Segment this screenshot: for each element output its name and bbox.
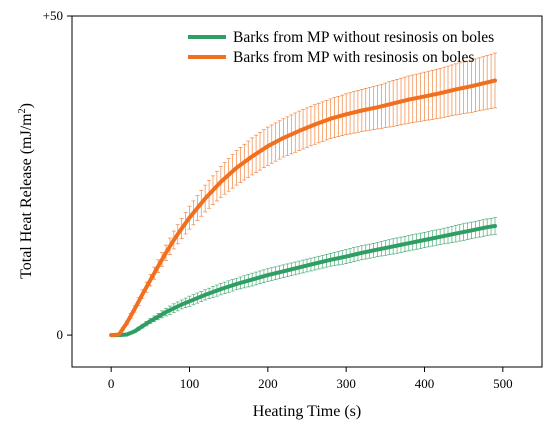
x-tick-label: 300	[336, 376, 356, 391]
legend-label-without-resinosis: Barks from MP without resinosis on boles	[233, 29, 494, 46]
x-tick-label: 100	[180, 376, 200, 391]
y-tick-label: +50	[43, 8, 63, 23]
x-tick-label: 200	[258, 376, 278, 391]
series-1	[109, 52, 497, 338]
y-tick-label: 0	[57, 327, 64, 342]
x-tick-label: 500	[493, 376, 513, 391]
y-axis-title-tail: )	[18, 103, 35, 108]
x-tick-label: 400	[415, 376, 435, 391]
y-axis-title: Total Heat Release (mJ/m2)	[17, 103, 35, 279]
error-bars-1	[117, 52, 497, 336]
plot-frame	[71, 15, 543, 368]
series-layer	[109, 52, 497, 338]
series-0	[109, 217, 497, 338]
series-line-0	[109, 224, 497, 338]
x-axis-title: Heating Time (s)	[253, 403, 361, 420]
legend: Barks from MP without resinosis on boles…	[188, 29, 494, 66]
legend-label-with-resinosis: Barks from MP with resinosis on boles	[233, 49, 474, 66]
x-axis: 0 100 200 300 400 500	[108, 367, 513, 391]
y-axis-title-main: Total Heat Release (mJ/m	[18, 113, 35, 279]
y-axis-title-superscript: 2	[17, 108, 28, 113]
x-tick-label: 0	[108, 376, 115, 391]
series-line-1	[109, 78, 497, 338]
y-axis: 0 +50	[43, 8, 72, 342]
